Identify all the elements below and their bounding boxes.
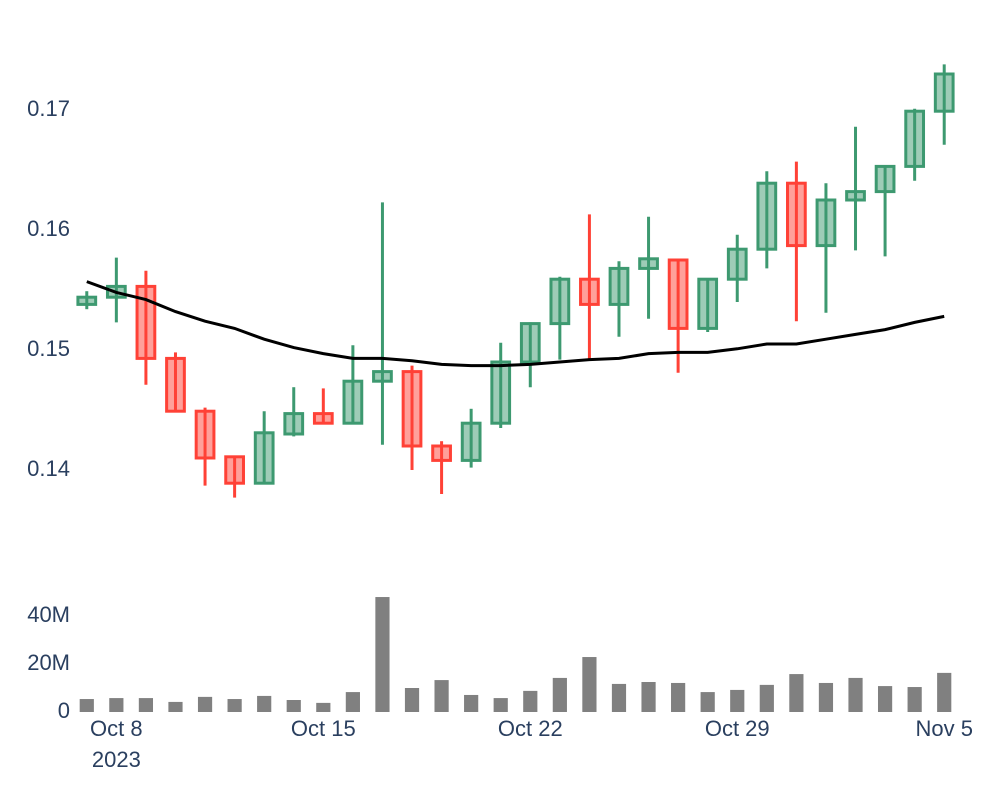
volume-bar bbox=[434, 680, 449, 712]
volume-bar bbox=[227, 699, 242, 712]
candle-body bbox=[135, 284, 157, 360]
volume-bar bbox=[316, 702, 331, 712]
y-tick-label: 0.14 bbox=[27, 456, 70, 481]
candle-body bbox=[342, 379, 364, 425]
x-tick-label: Oct 8 bbox=[90, 716, 143, 741]
volume-bar bbox=[848, 677, 863, 712]
candle-body bbox=[312, 412, 334, 425]
volume-bar bbox=[286, 700, 301, 712]
volume-bar bbox=[109, 698, 124, 712]
volume-bar bbox=[493, 698, 508, 712]
candle-body bbox=[608, 266, 630, 306]
volume-bar bbox=[79, 699, 94, 712]
candle-body bbox=[372, 370, 393, 383]
y-tick-label: 0 bbox=[58, 698, 70, 723]
moving-average-line bbox=[86, 280, 945, 368]
candle-body bbox=[460, 421, 482, 462]
volume-bar bbox=[464, 694, 479, 712]
volume-bar bbox=[641, 682, 656, 712]
y-tick-label: 40M bbox=[27, 602, 70, 627]
candle-body bbox=[697, 277, 719, 330]
candle-body bbox=[579, 277, 600, 306]
y-tick-label: 20M bbox=[27, 650, 70, 675]
y-tick-label: 0.16 bbox=[27, 216, 70, 241]
candle-body bbox=[845, 190, 866, 202]
volume-bar bbox=[168, 701, 183, 712]
candle-body bbox=[224, 455, 245, 485]
candle-body bbox=[76, 295, 98, 306]
candle-body bbox=[638, 257, 659, 270]
candle-body bbox=[194, 409, 216, 460]
volume-bar bbox=[700, 692, 715, 712]
volume-bar bbox=[138, 698, 154, 712]
candle-body bbox=[726, 247, 748, 281]
x-tick-label: Oct 29 bbox=[705, 716, 770, 741]
candle-body bbox=[667, 258, 689, 330]
volume-bar bbox=[759, 684, 774, 712]
candle-body bbox=[165, 356, 186, 413]
candle-body bbox=[431, 444, 452, 462]
volume-bar bbox=[730, 689, 745, 712]
candle-body bbox=[786, 181, 807, 248]
volume-bar bbox=[582, 657, 597, 712]
volume-bar bbox=[937, 672, 952, 712]
volume-bar bbox=[789, 674, 804, 712]
volume-bar bbox=[877, 686, 893, 712]
candle-body bbox=[933, 72, 955, 113]
volume-bar bbox=[671, 682, 686, 712]
volume-bar bbox=[818, 682, 834, 712]
candle-body bbox=[815, 198, 837, 248]
volume-bar bbox=[611, 683, 627, 712]
candle-body bbox=[519, 322, 541, 364]
candle-body bbox=[401, 370, 423, 448]
volume-bar bbox=[345, 692, 360, 712]
volume-bar bbox=[552, 677, 567, 712]
volume-bar bbox=[257, 695, 272, 712]
candle-body bbox=[756, 181, 778, 251]
x-tick-year: 2023 bbox=[92, 747, 141, 772]
volume-bar bbox=[404, 688, 420, 712]
y-tick-label: 0.15 bbox=[27, 336, 70, 361]
x-tick-label: Oct 22 bbox=[498, 716, 563, 741]
y-tick-label: 0.17 bbox=[27, 96, 70, 121]
candle-body bbox=[283, 412, 305, 436]
candle-body bbox=[253, 431, 275, 485]
candle-body bbox=[904, 109, 926, 168]
volume-bar bbox=[523, 690, 538, 712]
candle-body bbox=[874, 164, 896, 194]
candle-body bbox=[549, 277, 571, 326]
x-tick-label: Nov 5 bbox=[915, 716, 972, 741]
volume-bar bbox=[197, 696, 213, 712]
volume-bar bbox=[907, 687, 922, 712]
candle-body bbox=[490, 360, 512, 425]
x-tick-label: Oct 15 bbox=[291, 716, 356, 741]
volume-bar bbox=[375, 597, 390, 712]
